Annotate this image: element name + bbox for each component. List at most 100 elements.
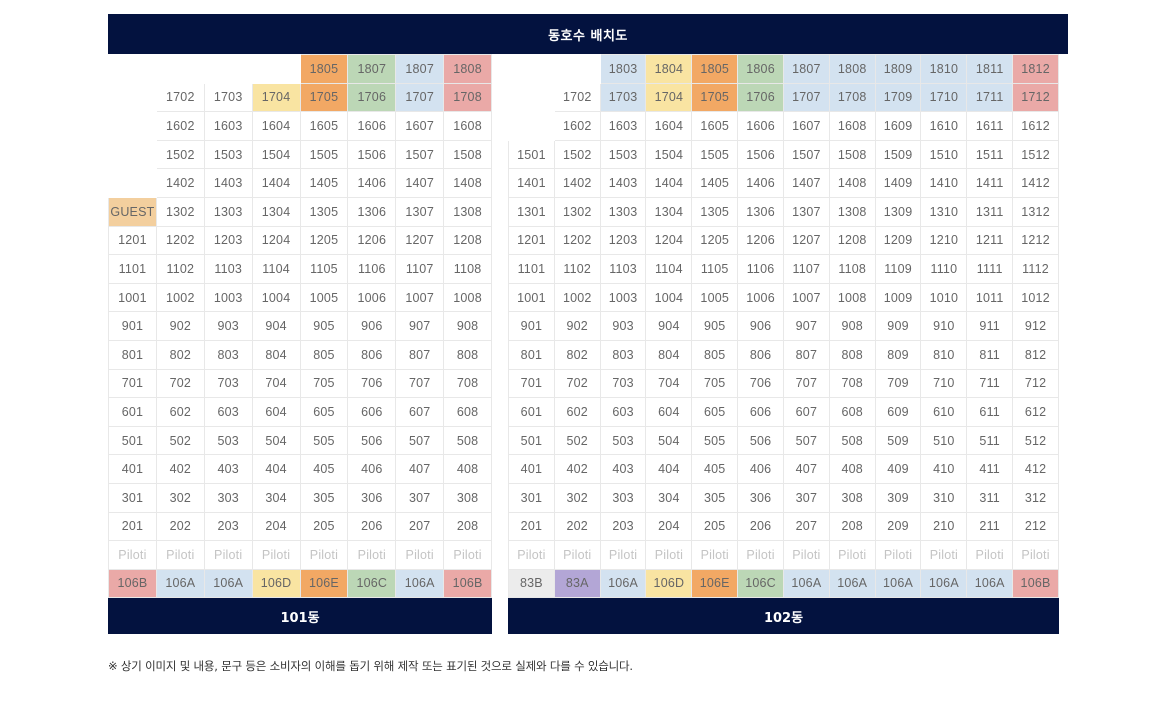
floor-row: 401 402 403 404 405 406 407 408 409 410 411 412 [508, 454, 1059, 484]
unit-cell: 901 [108, 311, 157, 341]
unit-cell: 609 [874, 397, 922, 427]
unit-cell: 1103 [203, 254, 253, 284]
floor-row: 701 702 703 704 705 706 707 708 709 710 711 712 [508, 368, 1059, 399]
unit-cell: 706 [737, 368, 784, 399]
unit-cell: 1310 [920, 196, 968, 227]
unit-cell: 802 [155, 339, 205, 370]
unit-cell: 1006 [347, 282, 397, 313]
unit-cell: 1708 [443, 82, 492, 113]
piloti-cell: Piloti [920, 540, 968, 570]
unit-cell: 1303 [599, 196, 647, 227]
unit-cell: 409 [874, 454, 922, 484]
unit-cell: 803 [599, 339, 647, 370]
unit-cell: 504 [645, 425, 693, 456]
unit-cell: 703 [203, 368, 253, 399]
unit-cell: 1509 [874, 139, 922, 170]
unit-cell: 1403 [203, 168, 253, 198]
empty-cell [109, 140, 157, 169]
floor-row: 1301 1302 1303 1304 1305 1306 1307 1308 1309 1310… [508, 196, 1059, 227]
unit-cell: 1206 [347, 225, 397, 256]
unit-cell: 508 [828, 425, 876, 456]
unit-cell: 705 [299, 368, 349, 399]
floor-row: 801 802 803 804 805 806 807 808 [108, 339, 492, 370]
unit-cell: 1806 [737, 54, 784, 84]
unit-cell: 1305 [691, 196, 739, 227]
unit-cell: 906 [347, 311, 397, 341]
unit-cell: 405 [299, 454, 349, 484]
piloti-cell: Piloti [108, 540, 157, 570]
unit-cell: 204 [645, 511, 693, 542]
unit-cell: 502 [155, 425, 205, 456]
floor-row: 301 302 303 304 305 306 307 308 [108, 482, 492, 513]
unit-cell: 1611 [966, 111, 1014, 141]
unit-cell: 1504 [251, 139, 301, 170]
page-title: 동호수 배치도 [108, 14, 1068, 54]
unit-cell: 1808 [443, 54, 492, 84]
floor-row: 501 502 503 504 505 506 507 508 [108, 425, 492, 456]
unit-cell: 904 [251, 311, 301, 341]
unit-cell: 205 [299, 511, 349, 542]
unit-cell: 1706 [347, 82, 397, 113]
unit-cell: 1205 [691, 225, 739, 256]
unit-cell: 1805 [299, 54, 349, 84]
unit-cell: 1408 [443, 168, 492, 198]
floor-row: GUEST 1302 1303 1304 1305 1306 1307 1308 [108, 196, 492, 227]
floor-row: 1201 1202 1203 1204 1205 1206 1207 1208 [108, 225, 492, 256]
unit-cell: 604 [251, 397, 301, 427]
unit-cell: 1201 [508, 225, 555, 256]
unit-cell: 1212 [1012, 225, 1059, 256]
unit-cell: 1305 [299, 196, 349, 227]
unit-cell: 1008 [828, 282, 876, 313]
unit-grid-102: 1803 1804 1805 1806 1807 1808 1809 1810 1811 1812… [508, 54, 1059, 599]
unit-cell: 1412 [1012, 168, 1059, 198]
unit-cell: 702 [155, 368, 205, 399]
unit-cell: 610 [920, 397, 968, 427]
unit-cell: 1109 [874, 254, 922, 284]
unit-cell: 601 [508, 397, 555, 427]
unit-cell: 309 [874, 482, 922, 513]
unit-cell: 508 [443, 425, 492, 456]
unit-cell: 509 [874, 425, 922, 456]
unit-cell: 507 [782, 425, 830, 456]
unit-cell: 1603 [203, 111, 253, 141]
unit-cell: 106C [347, 568, 397, 599]
unit-cell: 1707 [782, 82, 830, 113]
unit-cell: 807 [395, 339, 445, 370]
empty-cell [109, 55, 157, 84]
unit-cell: 1206 [737, 225, 784, 256]
unit-cell: 201 [508, 511, 555, 542]
unit-cell: 206 [737, 511, 784, 542]
unit-cell: 402 [155, 454, 205, 484]
unit-cell: 106A [395, 568, 445, 599]
unit-cell: 106A [782, 568, 830, 599]
unit-cell: 602 [155, 397, 205, 427]
floor-row: 1101 1102 1103 1104 1105 1106 1107 1108 [108, 254, 492, 284]
unit-cell: 1712 [1012, 82, 1059, 113]
unit-cell: 511 [966, 425, 1014, 456]
unit-cell: 310 [920, 482, 968, 513]
unit-cell: 501 [508, 425, 555, 456]
unit-cell: 803 [203, 339, 253, 370]
unit-cell: 908 [443, 311, 492, 341]
unit-cell: 1510 [920, 139, 968, 170]
unit-cell: 506 [347, 425, 397, 456]
unit-cell: 512 [1012, 425, 1059, 456]
unit-cell: 906 [737, 311, 784, 341]
unit-cell: 106B [443, 568, 492, 599]
unit-cell: 801 [508, 339, 555, 370]
unit-cell: 408 [828, 454, 876, 484]
unit-cell: 902 [155, 311, 205, 341]
unit-cell: 205 [691, 511, 739, 542]
unit-cell: 1407 [395, 168, 445, 198]
unit-cell: 402 [553, 454, 601, 484]
piloti-cell: Piloti [347, 540, 397, 570]
unit-cell: 911 [966, 311, 1014, 341]
unit-cell: 1207 [782, 225, 830, 256]
piloti-cell: Piloti [443, 540, 492, 570]
unit-cell: 1404 [645, 168, 693, 198]
unit-cell: 312 [1012, 482, 1059, 513]
building-101: 1805 1807 1807 1808 1702 1703 1704 1705 1706 1707… [108, 54, 492, 635]
unit-cell: 1001 [508, 282, 555, 313]
unit-cell: 501 [108, 425, 157, 456]
unit-cell: 207 [782, 511, 830, 542]
